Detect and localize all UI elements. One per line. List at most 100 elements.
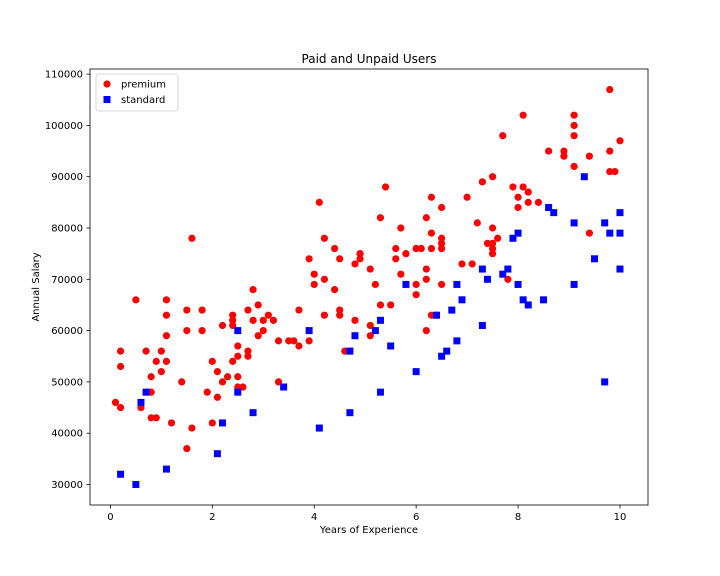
premium-point	[305, 255, 313, 263]
legend-box	[95, 73, 179, 112]
premium-point	[351, 260, 359, 268]
series-standard	[117, 173, 624, 488]
premium-point	[606, 147, 614, 155]
premium-point	[116, 362, 125, 371]
legend-label-premium: premium	[121, 80, 166, 91]
standard-point	[601, 219, 609, 227]
x-tick-label: 8	[515, 512, 521, 523]
premium-point	[412, 280, 420, 289]
standard-point	[402, 280, 410, 288]
y-tick-label: 50000	[51, 377, 83, 388]
premium-point	[570, 121, 578, 130]
premium-point	[560, 152, 568, 160]
premium-point	[249, 316, 257, 324]
premium-point	[162, 357, 171, 365]
premium-point	[178, 378, 186, 386]
y-tick-label: 80000	[51, 224, 83, 235]
premium-point	[473, 219, 481, 227]
y-tick-label: 60000	[51, 326, 83, 337]
premium-point	[147, 373, 155, 381]
premium-point	[142, 347, 150, 355]
premium-point	[488, 239, 497, 247]
y-tick-label: 90000	[51, 172, 83, 183]
standard-point	[453, 337, 461, 345]
standard-point	[570, 280, 578, 288]
premium-point	[417, 244, 425, 253]
standard-point	[514, 229, 522, 237]
premium-point	[336, 255, 344, 263]
premium-point	[223, 373, 232, 381]
standard-point	[132, 480, 140, 488]
standard-point	[509, 234, 517, 242]
standard-point	[590, 255, 598, 263]
premium-point	[438, 234, 446, 242]
standard-point	[478, 321, 486, 329]
standard-point	[616, 229, 624, 237]
premium-point	[331, 285, 339, 294]
premium-point	[254, 332, 262, 340]
premium-point	[213, 368, 221, 376]
premium-point	[218, 378, 227, 386]
premium-point	[234, 373, 242, 381]
premium-point	[468, 260, 476, 268]
premium-point	[310, 270, 318, 278]
premium-point	[616, 137, 624, 145]
premium-point	[249, 285, 257, 294]
premium-point	[606, 85, 614, 94]
premium-point	[203, 388, 211, 396]
premium-point	[244, 352, 252, 360]
x-tick-label: 10	[614, 512, 627, 523]
standard-point	[249, 409, 257, 417]
x-tick-label: 4	[311, 512, 317, 523]
standard-point	[580, 173, 588, 181]
legend-marker-premium	[103, 80, 111, 88]
premium-point	[259, 327, 267, 335]
premium-point	[254, 301, 262, 309]
standard-point	[412, 368, 420, 376]
premium-point	[167, 419, 176, 427]
premium-point	[488, 244, 497, 253]
premium-point	[285, 337, 293, 345]
premium-point	[412, 291, 420, 299]
standard-point	[458, 296, 466, 304]
standard-point	[519, 296, 527, 304]
y-tick-label: 30000	[51, 480, 83, 491]
premium-point	[218, 321, 227, 330]
premium-point	[427, 244, 436, 253]
premium-point	[376, 301, 385, 309]
premium-point	[458, 260, 466, 268]
x-tick-label: 6	[413, 512, 419, 523]
premium-point	[422, 265, 430, 273]
premium-point	[356, 250, 364, 258]
premium-point	[198, 306, 206, 314]
premium-point	[534, 198, 543, 206]
premium-point	[320, 234, 329, 242]
standard-point	[540, 296, 548, 304]
standard-point	[387, 342, 395, 350]
premium-point	[488, 224, 497, 232]
premium-point	[438, 244, 446, 253]
premium-point	[157, 347, 165, 355]
premium-point	[494, 234, 502, 242]
premium-point	[310, 280, 318, 289]
premium-point	[162, 296, 171, 304]
premium-point	[152, 414, 160, 422]
premium-point	[320, 275, 329, 283]
premium-point	[188, 424, 196, 432]
x-tick-label: 2	[209, 512, 215, 523]
standard-point	[351, 332, 359, 340]
y-axis-label: Annual Salary	[31, 252, 42, 321]
premium-point	[315, 198, 323, 206]
premium-point	[183, 306, 191, 314]
premium-point	[585, 229, 593, 237]
premium-point	[381, 183, 390, 191]
standard-point	[570, 219, 578, 227]
premium-point	[397, 224, 405, 232]
premium-point	[320, 311, 329, 319]
premium-point	[463, 193, 471, 201]
premium-point	[116, 347, 125, 355]
premium-point	[290, 337, 298, 345]
standard-point	[315, 424, 323, 432]
premium-point	[188, 234, 196, 242]
legend-label-standard: standard	[121, 95, 165, 106]
